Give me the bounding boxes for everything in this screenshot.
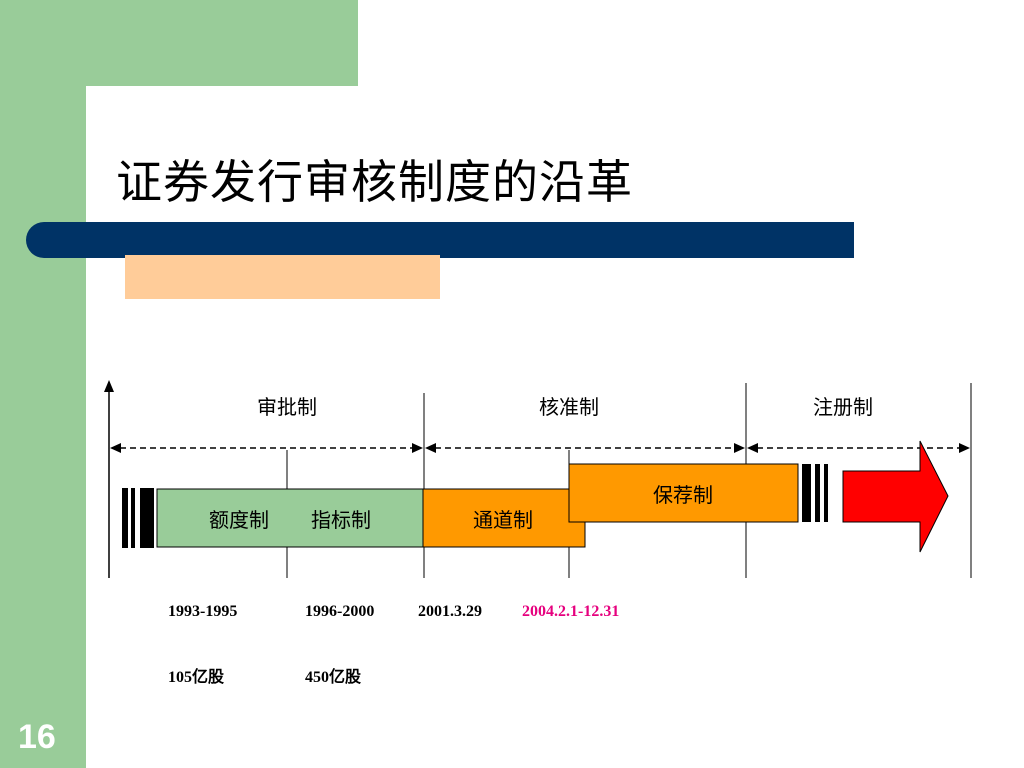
phase-span-registration: [747, 443, 970, 453]
stage-box-sponsor: [568, 463, 799, 523]
quota-first-period: 105亿股: [168, 667, 225, 686]
date-indicator-period: 1996-2000: [305, 603, 374, 620]
phase-label-verification: 核准制: [539, 396, 599, 419]
future-arrow: [842, 440, 949, 553]
stage-label-channel: 通道制: [473, 509, 533, 532]
content-panel: [86, 86, 1024, 768]
page-number: 16: [18, 718, 56, 756]
break-bar-right-1: [802, 464, 811, 522]
stage-label-sponsor: 保荐制: [653, 484, 713, 507]
stage-label-indicator: 指标制: [311, 509, 371, 532]
title-underline-bar: [26, 222, 854, 258]
left-green-band: [0, 0, 86, 768]
stage-label-quota: 额度制: [209, 509, 269, 532]
date-sponsor-period: 2004.2.1-12.31: [522, 603, 619, 620]
accent-bar: [125, 255, 440, 299]
phase-label-registration: 注册制: [813, 396, 873, 419]
break-bar-left-1: [122, 488, 128, 548]
phase-span-approval: [110, 443, 423, 453]
break-bar-left-2: [131, 488, 135, 548]
break-bar-right-3: [824, 464, 828, 522]
top-green-band: [86, 0, 358, 86]
phase-label-approval: 审批制: [257, 396, 317, 419]
break-bar-left-3: [140, 488, 154, 548]
slide-title: 证券发行审核制度的沿革: [116, 155, 633, 209]
quota-second-period: 450亿股: [305, 667, 362, 686]
axis-arrowhead: [104, 380, 114, 392]
stage-box-channel: [422, 488, 586, 548]
date-channel-start: 2001.3.29: [418, 603, 482, 620]
stage-box-quota: [156, 488, 424, 548]
break-bar-right-2: [815, 464, 820, 522]
date-quota-period: 1993-1995: [168, 603, 237, 620]
phase-span-verification: [425, 443, 745, 453]
